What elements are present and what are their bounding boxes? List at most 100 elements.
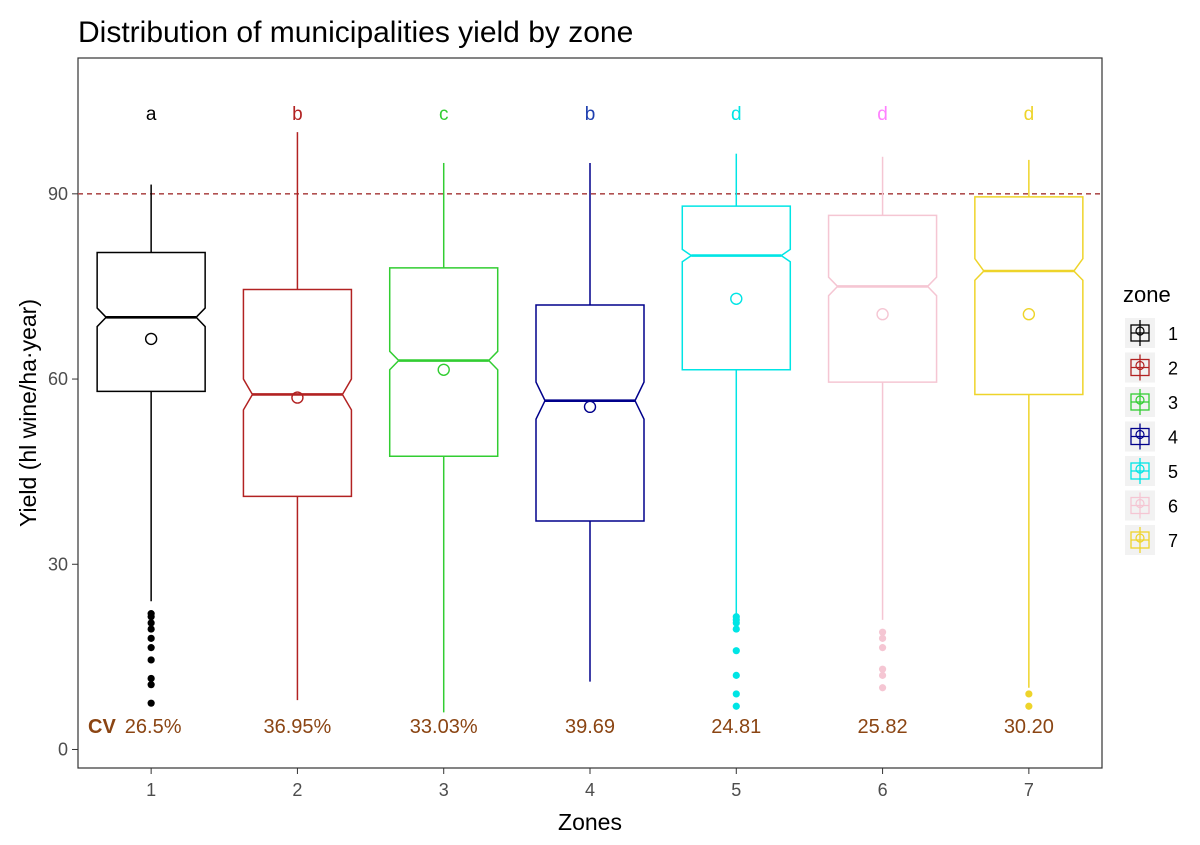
box-zone-4 [535,162,645,682]
box-zone-5 [681,153,792,710]
x-tick-label: 3 [439,780,449,800]
chart-title: Distribution of municipalities yield by … [78,16,633,49]
x-axis: 1 2 3 4 5 6 7 [146,768,1034,800]
legend-label: 7 [1168,531,1178,551]
letter-zone-2: b [292,104,303,125]
x-tick-label: 7 [1024,780,1034,800]
legend-label: 4 [1168,428,1178,448]
outlier-point [147,619,155,627]
mean-marker [730,292,743,305]
cv-label: CV [88,716,116,738]
outlier-point [732,690,740,698]
cv-zone-3: 33.03% [410,716,478,738]
notched-box [388,267,499,457]
outlier-point [147,674,155,683]
letter-zone-5: d [731,104,742,125]
notched-box [681,205,792,371]
outlier-point [147,644,155,652]
letter-zone-7: d [1024,104,1035,125]
box-zone-6 [827,156,938,692]
x-tick-label: 4 [585,780,595,800]
legend-key-mean [1135,326,1145,336]
x-tick-label: 1 [146,780,156,800]
legend-key-mean [1135,498,1145,509]
mean-marker [291,391,304,404]
legend-item-1: 1 [1125,318,1178,348]
legend-item-4: 4 [1125,421,1178,452]
cv-zone-1: 26.5% [125,716,182,738]
outlier-point [732,625,740,633]
letter-zone-1: a [146,104,157,125]
mean-marker [876,308,889,321]
y-tick-label: 30 [48,554,68,574]
box-zone-3 [388,162,499,713]
y-axis-title: Yield (hl wine/ha·year) [15,299,41,527]
outlier-point [147,625,155,633]
outlier-point [147,681,155,689]
cv-zone-4: 39.69 [565,716,615,738]
outlier-point [732,671,740,679]
letter-zone-4: b [585,104,596,125]
mean-marker [583,400,597,414]
cv-zone-5: 24.81 [711,716,761,738]
outlier-point [878,684,887,692]
box-zone-2 [242,132,353,701]
legend-key-mean [1135,360,1145,371]
legend-item-7: 7 [1125,525,1178,555]
outlier-point [878,634,887,642]
outlier-point [878,665,887,673]
outlier-point [147,610,155,618]
letter-zone-3: c [439,104,449,125]
legend-item-5: 5 [1125,456,1178,486]
y-tick-label: 60 [48,369,68,389]
x-tick-label: 6 [878,780,888,800]
y-tick-label: 90 [48,184,68,204]
notched-box [96,251,206,393]
legend-label: 3 [1168,393,1178,413]
outlier-point [878,671,887,679]
box-zone-7 [974,159,1084,710]
boxes [96,132,1084,713]
cv-zone-2: 36.95% [264,716,332,738]
legend-title: zone [1123,282,1171,307]
x-tick-label: 5 [731,780,741,800]
outlier-point [147,699,155,707]
legend-key-mean [1135,464,1145,474]
mean-marker [437,363,450,376]
legend-key-mean [1135,429,1145,440]
legend-key-mean [1135,395,1145,405]
legend-item-6: 6 [1125,490,1178,521]
x-axis-title: Zones [558,809,622,835]
outlier-point [1025,690,1033,698]
outlier-point [732,613,740,621]
legend-label: 2 [1168,359,1178,379]
notched-box [535,304,645,522]
notched-box [827,214,938,383]
legend-label: 6 [1168,497,1178,517]
outlier-point [1025,702,1033,710]
box-zone-1 [96,184,206,707]
x-tick-label: 2 [292,780,302,800]
letter-zone-6: d [877,104,888,125]
notched-box [974,196,1084,396]
outlier-point [732,647,740,655]
notched-box [242,288,353,498]
legend-item-3: 3 [1125,387,1178,417]
cv-zone-6: 25.82 [858,716,908,738]
legend-label: 5 [1168,462,1178,482]
cv-zone-7: 30.20 [1004,716,1054,738]
outlier-point [147,656,155,664]
y-axis: 0 30 60 90 [48,184,78,759]
outlier-point [732,702,740,710]
legend-key-mean [1135,533,1145,543]
legend-item-2: 2 [1125,352,1178,383]
outlier-point [878,644,887,652]
mean-marker [1022,308,1036,321]
legend: zone 1 2 3 4 5 6 7 [1123,282,1178,555]
cv-labels: CV 26.5% 36.95% 33.03% 39.69 24.81 25.82 30.20 [88,716,1054,738]
mean-marker [144,332,158,346]
outlier-point [147,634,155,642]
y-tick-label: 0 [58,739,68,759]
